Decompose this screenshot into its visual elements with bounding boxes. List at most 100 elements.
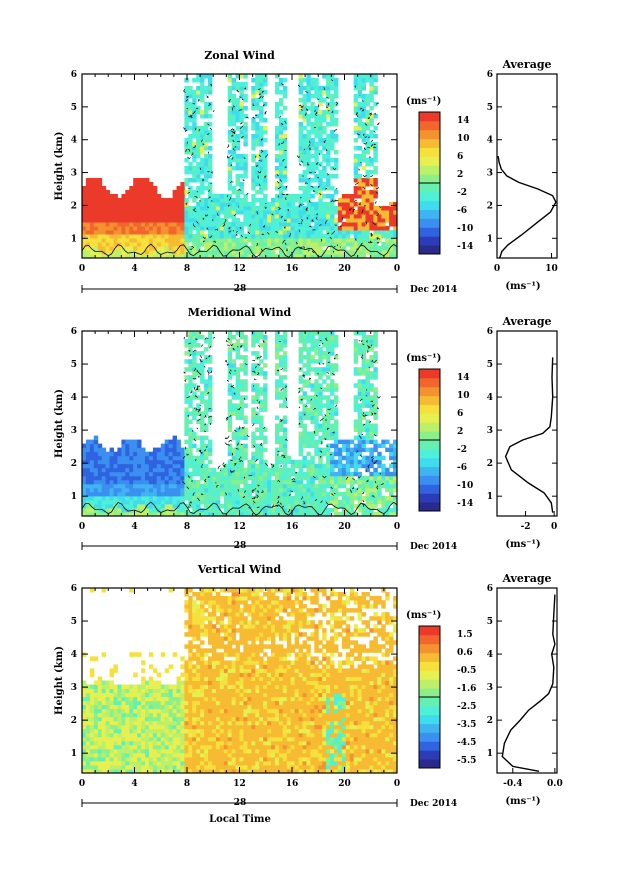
heatmap-cell bbox=[255, 383, 260, 388]
heatmap-cell bbox=[125, 512, 130, 517]
heatmap-cell bbox=[192, 126, 197, 131]
heatmap-cell bbox=[180, 463, 185, 469]
heatmap-cell bbox=[208, 214, 213, 219]
x-axis: 0 4 8 12 16 20 0 bbox=[79, 74, 400, 274]
heatmap-cell bbox=[172, 495, 177, 501]
heatmap-cell bbox=[255, 250, 260, 255]
contour-segment bbox=[285, 397, 287, 401]
heatmap-cell bbox=[101, 230, 107, 235]
contour-segment bbox=[228, 230, 232, 233]
heatmap-cell bbox=[306, 431, 311, 436]
contour-segment bbox=[309, 147, 311, 150]
heatmap-cell bbox=[334, 78, 339, 83]
heatmap-cell bbox=[286, 230, 292, 235]
heatmap-cell bbox=[365, 78, 370, 83]
heatmap-cell bbox=[298, 210, 303, 215]
heatmap-cell bbox=[393, 230, 398, 235]
heatmap-cell bbox=[389, 242, 394, 247]
contour-segment bbox=[325, 501, 329, 505]
heatmap-cell bbox=[125, 447, 130, 453]
heatmap-cell bbox=[208, 134, 213, 139]
heatmap-cell bbox=[357, 495, 362, 501]
heatmap-cell bbox=[223, 495, 229, 501]
heatmap-cell bbox=[247, 491, 252, 497]
heatmap-cell bbox=[337, 479, 343, 485]
heatmap-cell bbox=[389, 451, 394, 457]
contour-segment bbox=[281, 454, 285, 457]
heatmap-cell bbox=[271, 250, 276, 255]
heatmap-cell bbox=[381, 508, 386, 513]
contour-segment bbox=[228, 99, 231, 103]
heatmap-cell bbox=[271, 214, 276, 219]
heatmap-cell bbox=[168, 226, 173, 231]
heatmap-cell bbox=[263, 459, 268, 465]
heatmap-cell bbox=[341, 214, 347, 219]
heatmap-cell bbox=[353, 459, 359, 465]
heatmap-cell bbox=[274, 451, 280, 457]
contour-segment bbox=[212, 109, 215, 113]
heatmap-cell bbox=[208, 379, 213, 384]
heatmap-cell bbox=[255, 499, 260, 505]
heatmap-cell bbox=[263, 154, 268, 159]
heatmap-cell bbox=[192, 339, 197, 344]
heatmap-cell bbox=[369, 383, 374, 388]
heatmap-cell bbox=[302, 355, 307, 360]
heatmap-cell bbox=[271, 483, 276, 489]
heatmap-cell bbox=[357, 459, 362, 465]
heatmap-cell bbox=[294, 214, 299, 219]
heatmap-cell bbox=[318, 242, 323, 247]
heatmap-cell bbox=[82, 455, 87, 461]
contour-segment bbox=[360, 242, 363, 245]
heatmap-cell bbox=[97, 222, 103, 227]
heatmap-cell bbox=[188, 363, 193, 368]
heatmap-cell bbox=[361, 190, 366, 195]
heatmap-cell bbox=[85, 708, 91, 714]
heatmap-cell bbox=[188, 222, 193, 227]
heatmap-cell bbox=[152, 495, 158, 501]
heatmap-cell bbox=[267, 495, 272, 501]
heatmap-cell bbox=[310, 238, 315, 243]
heatmap-cell bbox=[204, 451, 209, 457]
heatmap-cell bbox=[243, 206, 248, 211]
heatmap-cell bbox=[263, 339, 268, 344]
heatmap-cell bbox=[168, 222, 173, 227]
heatmap-cell bbox=[278, 379, 284, 384]
heatmap-cell bbox=[365, 134, 370, 139]
heatmap-cell bbox=[239, 82, 244, 87]
heatmap-cell bbox=[235, 174, 240, 179]
colorbar-swatch bbox=[419, 457, 440, 468]
heatmap-cell bbox=[263, 90, 268, 95]
contour-segment bbox=[287, 209, 289, 212]
contour-segment bbox=[363, 147, 366, 151]
heatmap-cell bbox=[310, 439, 315, 445]
heatmap-cell bbox=[192, 367, 197, 372]
heatmap-cell bbox=[243, 335, 248, 340]
heatmap-cell bbox=[377, 475, 382, 481]
heatmap-cell bbox=[322, 335, 327, 340]
heatmap-cell bbox=[271, 218, 276, 223]
heatmap-cell bbox=[326, 367, 331, 372]
heatmap-cell bbox=[274, 459, 280, 465]
heatmap-cell bbox=[82, 467, 87, 473]
heatmap-cell bbox=[117, 234, 122, 239]
heatmap-cell bbox=[196, 242, 201, 247]
contour-segment bbox=[373, 113, 377, 115]
heatmap-cell bbox=[196, 90, 201, 95]
heatmap-cell bbox=[137, 186, 142, 191]
heatmap-cell bbox=[82, 769, 87, 774]
contour-segment bbox=[331, 372, 336, 376]
heatmap-cell bbox=[235, 98, 240, 103]
heatmap-cell bbox=[97, 202, 103, 207]
heatmap-cell bbox=[298, 86, 303, 91]
heatmap-cell bbox=[381, 443, 386, 449]
heatmap-cell bbox=[314, 234, 319, 239]
heatmap-cell bbox=[263, 166, 268, 171]
heatmap-cell bbox=[188, 238, 193, 243]
heatmap-cell bbox=[133, 242, 138, 247]
heatmap-cell bbox=[145, 234, 150, 239]
heatmap-cell bbox=[85, 210, 91, 215]
y-tick-label: 3 bbox=[71, 426, 77, 436]
heatmap-cell bbox=[326, 459, 331, 465]
heatmap-cell bbox=[231, 78, 236, 83]
heatmap-cell bbox=[121, 206, 126, 211]
